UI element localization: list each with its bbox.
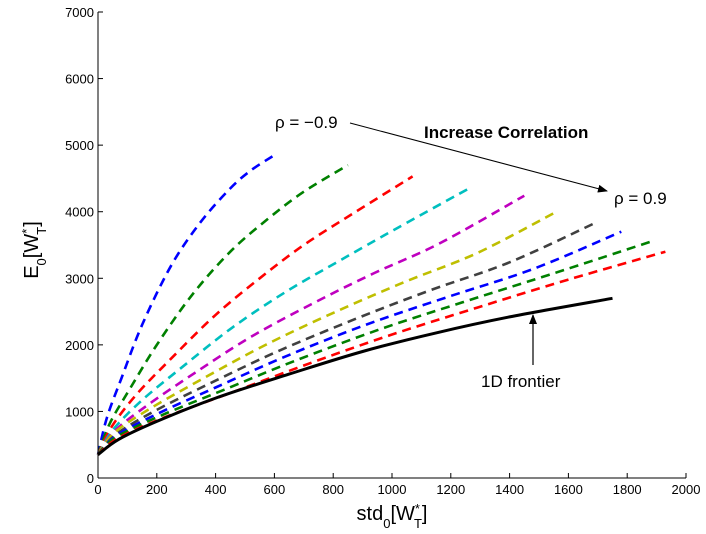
series-group bbox=[96, 154, 666, 456]
series-line-10 bbox=[97, 250, 666, 456]
annotation-increase-correlation: Increase Correlation bbox=[424, 123, 588, 142]
y-tick-label: 0 bbox=[87, 471, 94, 486]
series-line-2 bbox=[96, 163, 349, 456]
x-tick-label: 400 bbox=[205, 482, 227, 497]
x-tick-label: 800 bbox=[322, 482, 344, 497]
annotation-rho-high: ρ = 0.9 bbox=[614, 189, 667, 208]
series-line-5 bbox=[96, 194, 525, 456]
y-tick-label: 1000 bbox=[65, 404, 94, 419]
annotation-arrow-correlation bbox=[349, 122, 608, 193]
x-tick-label: 1400 bbox=[495, 482, 524, 497]
annotation-rho-low: ρ = −0.9 bbox=[275, 113, 338, 132]
y-tick-label: 3000 bbox=[65, 271, 94, 286]
x-axis-label: std0[W* T] bbox=[357, 501, 428, 531]
series-line-1 bbox=[96, 154, 276, 456]
x-tick-label: 2000 bbox=[672, 482, 701, 497]
y-tick-label: 4000 bbox=[65, 205, 94, 220]
y-tick-label: 7000 bbox=[65, 5, 94, 20]
y-tick-label: 6000 bbox=[65, 72, 94, 87]
x-tick-label: 1200 bbox=[436, 482, 465, 497]
series-line-8 bbox=[97, 230, 622, 456]
x-tick-label: 1000 bbox=[378, 482, 407, 497]
x-tick-label: 0 bbox=[94, 482, 101, 497]
x-tick-label: 1800 bbox=[613, 482, 642, 497]
series-line-7 bbox=[96, 220, 599, 456]
series-line-3 bbox=[96, 175, 414, 456]
x-tick-label: 200 bbox=[146, 482, 168, 497]
series-line-1d-frontier bbox=[97, 296, 613, 456]
axes: 0 200 400 600 800 1000 1200 1400 1600 1800 2000 0 10… bbox=[65, 5, 700, 497]
y-tick-label: 5000 bbox=[65, 138, 94, 153]
series-line-6 bbox=[96, 210, 558, 456]
x-tick-label: 600 bbox=[264, 482, 286, 497]
x-tick-label: 1600 bbox=[554, 482, 583, 497]
annotation-1d-frontier: 1D frontier bbox=[481, 372, 561, 391]
series-line-4 bbox=[96, 185, 473, 456]
y-tick-label: 2000 bbox=[65, 338, 94, 353]
series-line-9 bbox=[97, 240, 652, 456]
y-axis-label: E0[W*T] bbox=[19, 221, 49, 279]
